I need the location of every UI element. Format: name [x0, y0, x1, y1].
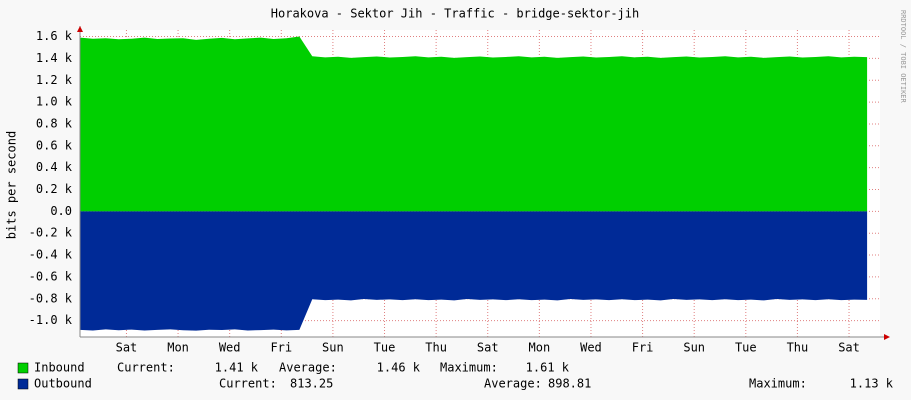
x-tick-label: Wed	[580, 341, 602, 355]
y-tick-label: 0.6 k	[36, 138, 73, 152]
area	[80, 36, 868, 212]
areas	[80, 36, 868, 331]
legend-stat-value: 1.41 k	[215, 361, 259, 375]
x-tick-label: Thu	[425, 341, 447, 355]
x-tick-label: Tue	[735, 341, 757, 355]
legend-stat-label: Current:	[219, 377, 277, 391]
legend: Inbound Current: 1.41 k Average: 1.46 k Maxim…	[17, 361, 894, 391]
legend-stat-value: 1.13 k	[850, 377, 894, 391]
x-tick-label: Mon	[529, 341, 551, 355]
legend-label: Outbound	[34, 377, 92, 391]
y-tick-label: 1.4 k	[36, 51, 73, 65]
x-tick-label: Mon	[167, 341, 189, 355]
y-tick-label: -0.8 k	[29, 291, 73, 305]
y-axis-label: bits per second	[5, 131, 19, 239]
x-tick-label: Tue	[374, 341, 396, 355]
legend-label: Inbound	[34, 361, 85, 375]
y-tick-label: -0.2 k	[29, 226, 73, 240]
legend-swatch	[17, 378, 29, 390]
y-tick-label: -0.4 k	[29, 248, 73, 262]
y-tick-label: 0.2 k	[36, 182, 73, 196]
legend-stat-value: 1.46 k	[377, 361, 421, 375]
x-tick-label: Fri	[632, 341, 654, 355]
x-tick-label: Thu	[787, 341, 809, 355]
axes	[77, 26, 890, 340]
x-tick-label: Sun	[322, 341, 344, 355]
legend-stat-label: Maximum:	[749, 377, 807, 391]
legend-stat-label: Average:	[279, 361, 337, 375]
x-arrow	[884, 334, 890, 340]
y-tick-label: 1.0 k	[36, 95, 73, 109]
y-tick-label: -0.6 k	[29, 269, 73, 283]
legend-stat-value: 1.61 k	[526, 361, 570, 375]
legend-stat-label: Maximum:	[440, 361, 498, 375]
y-tick-label: 0.4 k	[36, 160, 73, 174]
y-tick-label: 0.8 k	[36, 116, 73, 130]
y-arrow	[77, 26, 83, 32]
y-tick-label: 0.0	[50, 204, 72, 218]
x-tick-label: Sun	[683, 341, 705, 355]
legend-stat-label: Average:	[484, 377, 542, 391]
legend-stat-label: Current:	[117, 361, 175, 375]
watermark: RRDTOOL / TOBI OETIKER	[899, 10, 907, 104]
x-tick-label: Sat	[838, 341, 860, 355]
x-tick-label: Wed	[219, 341, 241, 355]
x-tick-label: Sat	[477, 341, 499, 355]
y-tick-label: -1.0 k	[29, 313, 73, 327]
legend-stat-value: 813.25	[290, 377, 333, 391]
x-tick-label: Sat	[116, 341, 138, 355]
legend-swatch	[17, 362, 29, 374]
x-tick-label: Fri	[270, 341, 292, 355]
y-tick-label: 1.6 k	[36, 29, 73, 43]
legend-stat-value: 898.81	[548, 377, 591, 391]
y-tick-label: 1.2 k	[36, 73, 73, 87]
area	[80, 211, 868, 331]
chart-title: Horakova - Sektor Jih - Traffic - bridge…	[271, 7, 639, 21]
